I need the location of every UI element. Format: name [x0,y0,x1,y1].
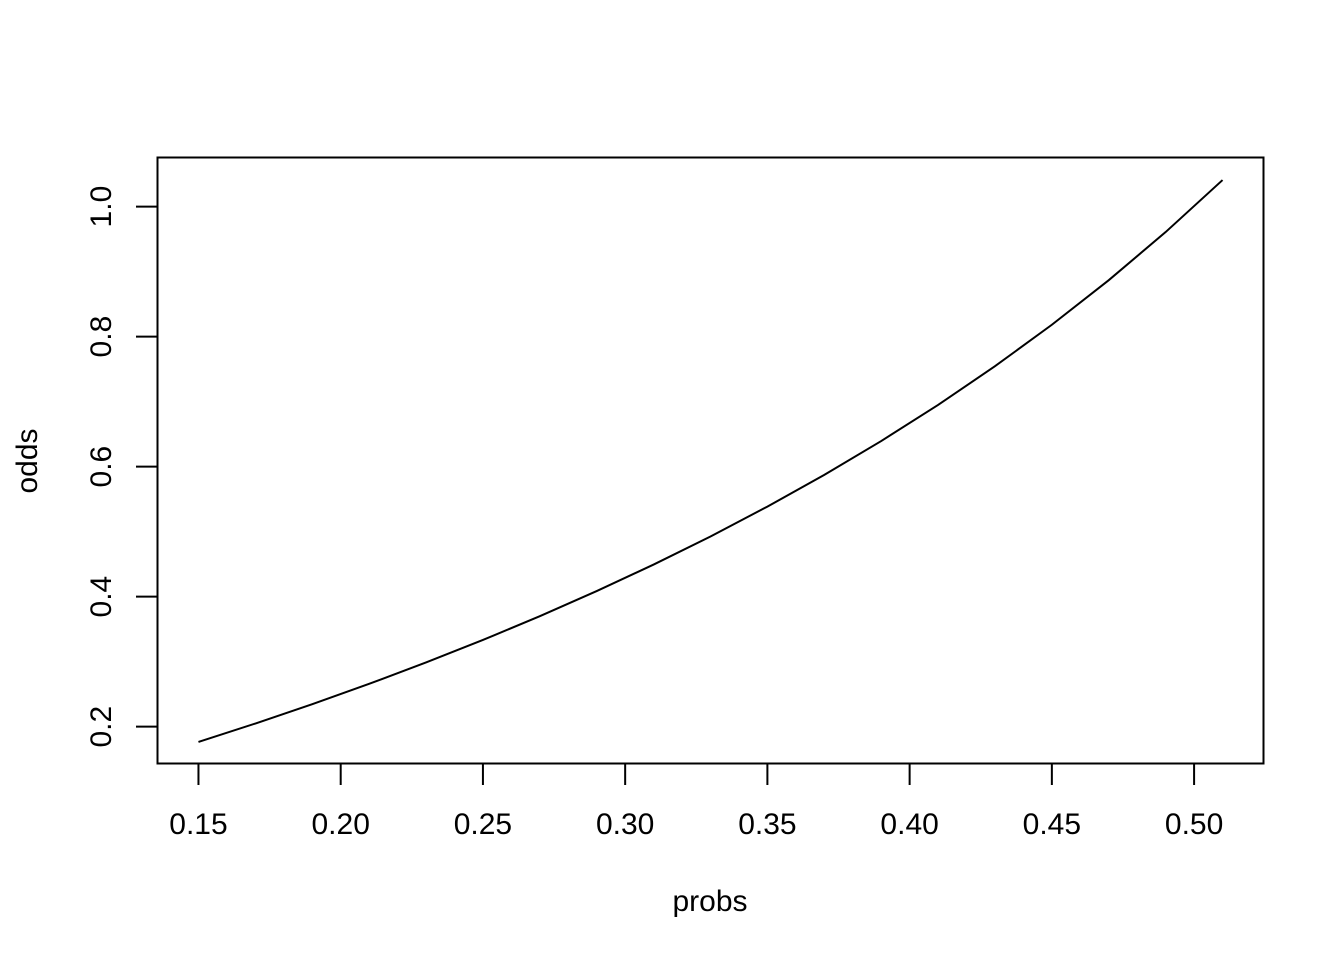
x-tick-label: 0.40 [880,808,938,841]
x-tick-label: 0.45 [1023,808,1081,841]
x-tick-label: 0.25 [454,808,512,841]
y-tick-label: 0.2 [85,706,118,748]
y-axis: 0.2 0.4 0.6 0.8 1.0 [85,186,159,748]
y-tick-label: 1.0 [85,186,118,228]
x-tick-label: 0.15 [169,808,227,841]
x-tick-label: 0.35 [738,808,796,841]
x-axis-title: probs [672,885,747,918]
y-tick-label: 0.4 [85,576,118,618]
x-axis: 0.15 0.20 0.25 0.30 0.35 0.40 0.45 0.50 [169,762,1223,841]
x-tick-label: 0.20 [312,808,370,841]
plot-frame [156,156,1265,765]
y-axis-title: odds [11,428,44,493]
x-tick-label: 0.50 [1165,808,1223,841]
series-line [198,179,1224,743]
y-tick-label: 0.8 [85,316,118,358]
y-tick-label: 0.6 [85,446,118,488]
x-tick-label: 0.30 [596,808,654,841]
